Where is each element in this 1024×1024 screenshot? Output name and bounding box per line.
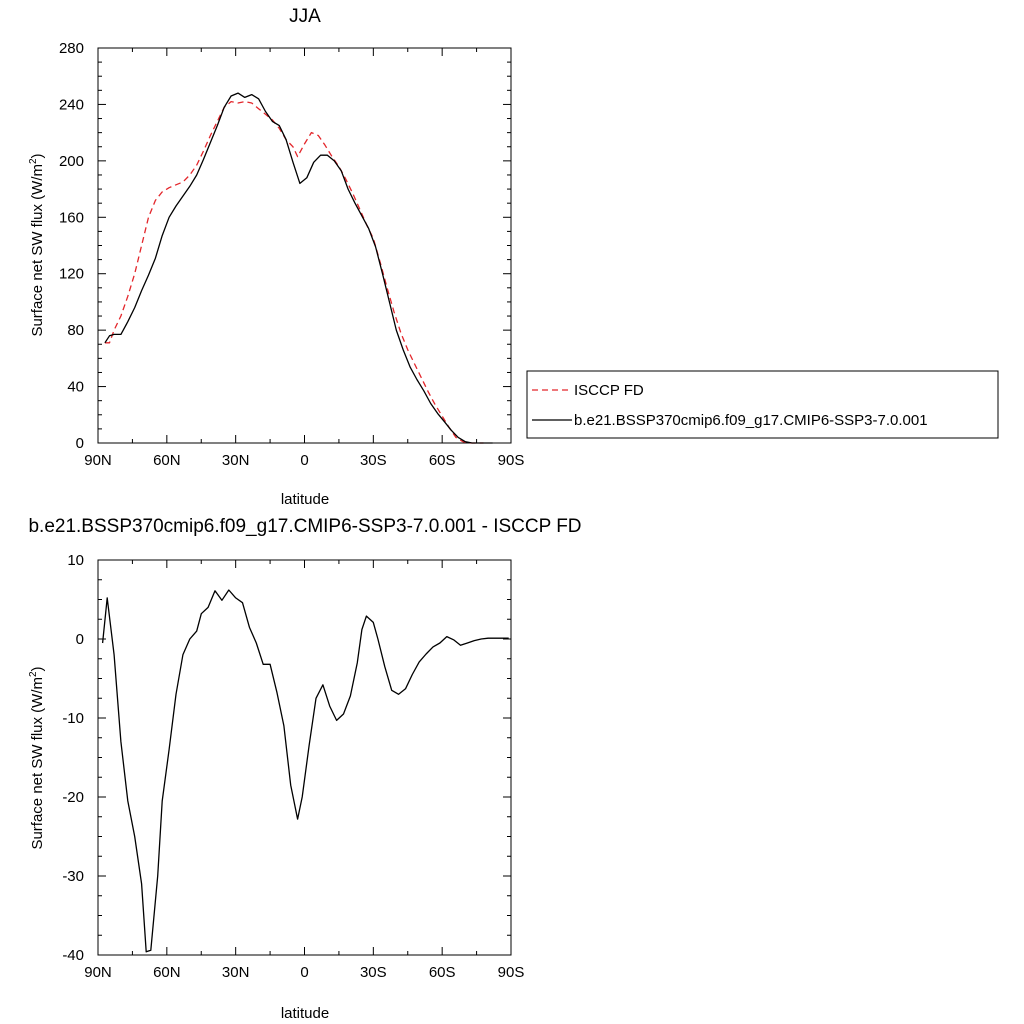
top-y-tick-label: 160 — [59, 209, 84, 226]
top-series-line-0 — [104, 100, 484, 444]
top-x-tick-label: 0 — [300, 452, 308, 469]
bottom-x-tick-label: 90N — [84, 964, 112, 981]
bottom-y-axis-label: Surface net SW flux (W/m2) — [28, 666, 46, 849]
top-x-axis-label: latitude — [281, 491, 329, 508]
bottom-y-axis-label-tail: ) — [29, 666, 46, 671]
top-x-tick-label: 30N — [222, 452, 250, 469]
top-plot-area: 90N 60N 30N 0 30S 60S 90S 0 40 80 120 160 200 240 280 — [59, 40, 524, 469]
bottom-x-tick-label: 60N — [153, 964, 181, 981]
legend-label-model: b.e21.BSSP370cmip6.f09_g17.CMIP6-SSP3-7.… — [574, 412, 928, 429]
bottom-y-tick-label: -20 — [62, 789, 84, 806]
top-y-tick-label: 280 — [59, 40, 84, 57]
bottom-y-tick-label: -40 — [62, 947, 84, 964]
top-y-axis-label-sup: 2 — [28, 158, 39, 164]
bottom-panel: b.e21.BSSP370cmip6.f09_g17.CMIP6-SSP3-7.… — [28, 516, 582, 1022]
bottom-y-axis-label-main: Surface net SW flux (W/m — [29, 677, 46, 850]
top-y-axis-label-tail: ) — [29, 153, 46, 158]
top-y-tick-label: 0 — [76, 435, 84, 452]
bottom-y-tick-label: 10 — [67, 552, 84, 569]
top-x-tick-label: 60N — [153, 452, 181, 469]
top-plot-frame — [97, 47, 512, 444]
bottom-x-tick-label: 0 — [300, 964, 308, 981]
bottom-y-tick-label: -10 — [62, 710, 84, 727]
top-x-tick-label: 60S — [429, 452, 456, 469]
top-x-tick-label: 90N — [84, 452, 112, 469]
top-x-tick-label: 90S — [498, 452, 525, 469]
top-x-tick-label: 30S — [360, 452, 387, 469]
bottom-plot-frame — [97, 559, 512, 956]
top-y-axis-label: Surface net SW flux (W/m2) — [28, 153, 46, 336]
top-y-tick-label: 80 — [67, 322, 84, 339]
bottom-x-tick-label: 60S — [429, 964, 456, 981]
bottom-chart-title: b.e21.BSSP370cmip6.f09_g17.CMIP6-SSP3-7.… — [28, 516, 581, 537]
legend-label-isccp-fd: ISCCP FD — [574, 382, 644, 399]
top-y-tick-label: 200 — [59, 153, 84, 170]
top-chart-title: JJA — [289, 6, 321, 27]
bottom-y-tick-label: 0 — [76, 631, 84, 648]
bottom-y-axis-label-sup: 2 — [28, 671, 39, 677]
bottom-series-line-0 — [101, 589, 509, 953]
legend-box — [526, 370, 999, 439]
bottom-plot-area: 90N 60N 30N 0 30S 60S 90S -40 -30 -20 -10 0 10 — [62, 552, 524, 981]
top-panel: JJA 90N 60N 30N 0 30S 60S 90S 0 40 80 120 160 200 240… — [28, 6, 524, 508]
bottom-y-tick-label: -30 — [62, 868, 84, 885]
legend: ISCCP FD b.e21.BSSP370cmip6.f09_g17.CMIP… — [526, 370, 999, 439]
top-y-tick-label: 240 — [59, 96, 84, 113]
bottom-x-tick-label: 90S — [498, 964, 525, 981]
top-series-line-1 — [104, 92, 493, 444]
top-y-tick-label: 40 — [67, 379, 84, 396]
top-y-tick-label: 120 — [59, 266, 84, 283]
bottom-x-axis-label: latitude — [281, 1005, 329, 1022]
bottom-x-tick-label: 30N — [222, 964, 250, 981]
top-y-axis-label-main: Surface net SW flux (W/m — [29, 164, 46, 337]
bottom-x-tick-label: 30S — [360, 964, 387, 981]
